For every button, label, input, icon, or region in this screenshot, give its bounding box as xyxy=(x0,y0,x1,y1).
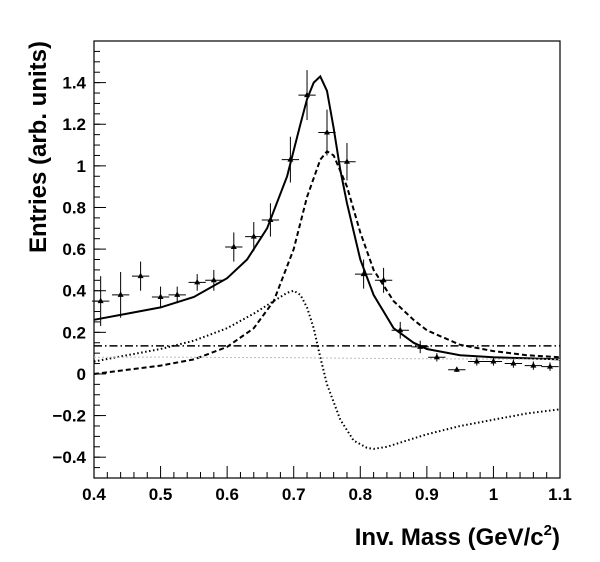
data-point xyxy=(504,359,523,368)
point-marker xyxy=(194,278,201,285)
x-tick-label: 0.4 xyxy=(82,485,106,504)
point-marker xyxy=(360,270,367,277)
point-marker xyxy=(397,326,404,333)
data-point xyxy=(318,109,336,156)
point-marker xyxy=(137,272,144,279)
data-point xyxy=(448,366,466,372)
point-marker xyxy=(97,297,104,304)
y-tick-label: −0.2 xyxy=(52,407,86,426)
point-marker xyxy=(210,276,217,283)
point-marker xyxy=(380,276,387,283)
plot-frame xyxy=(93,40,561,479)
point-marker xyxy=(343,158,350,164)
curve-faint xyxy=(93,356,561,360)
data-point xyxy=(298,70,316,121)
data-point xyxy=(261,203,280,237)
x-tick-label: 0.6 xyxy=(215,485,239,504)
data-point xyxy=(111,271,130,318)
curve-solid xyxy=(93,74,561,361)
data-point xyxy=(411,340,429,354)
data-point xyxy=(374,267,393,293)
x-tick-label: 0.7 xyxy=(282,485,306,504)
data-points xyxy=(92,70,559,372)
data-point xyxy=(354,259,373,289)
y-axis: −0.4 −0.2 0 0.2 0.4 0.6 0.8 1 1.2 1.4 xyxy=(52,50,106,479)
y-tick-label: 0.2 xyxy=(62,323,86,342)
y-axis-title: Entries (arb. units) xyxy=(25,41,52,253)
point-marker xyxy=(117,291,124,297)
point-marker xyxy=(453,366,460,372)
y-tick-label: 0 xyxy=(77,365,86,384)
y-tick-label: 0.6 xyxy=(62,240,86,259)
point-marker xyxy=(230,243,237,250)
data-point xyxy=(205,269,223,291)
point-marker xyxy=(250,233,257,239)
point-marker xyxy=(433,353,440,360)
point-marker xyxy=(267,216,274,222)
data-point xyxy=(168,286,186,304)
point-marker xyxy=(510,360,517,366)
x-tick-label: 0.9 xyxy=(415,485,439,504)
point-marker xyxy=(490,357,497,364)
y-tick-label: 0.8 xyxy=(62,198,86,217)
x-tick-label: 0.5 xyxy=(149,485,173,504)
y-tick-label: 1.2 xyxy=(62,115,86,134)
x-tick-label: 1.1 xyxy=(548,485,572,504)
y-tick-label: 1.4 xyxy=(62,74,86,93)
data-point xyxy=(338,142,356,181)
data-point xyxy=(92,276,110,327)
data-point xyxy=(468,357,486,366)
x-axis: 0.4 0.5 0.6 0.7 0.8 0.9 1 1.1 xyxy=(82,466,572,504)
y-tick-label: −0.4 xyxy=(52,448,86,467)
point-marker xyxy=(530,362,537,368)
x-tick-label: 1 xyxy=(489,485,498,504)
point-marker xyxy=(547,363,554,369)
data-point xyxy=(541,362,559,371)
curve-dashed xyxy=(93,149,561,375)
data-point xyxy=(524,361,543,370)
x-tick-label: 0.8 xyxy=(348,485,372,504)
data-point xyxy=(188,274,206,291)
data-point xyxy=(391,321,409,339)
y-tick-label: 0.4 xyxy=(62,282,86,301)
curve-dotted xyxy=(93,289,561,450)
x-axis-title: Inv. Mass (GeV/c2) xyxy=(355,522,560,551)
data-point xyxy=(151,286,170,308)
y-tick-label: 1 xyxy=(77,157,86,176)
point-marker xyxy=(287,156,294,162)
curves xyxy=(93,74,561,450)
data-point xyxy=(281,136,300,183)
data-point xyxy=(131,261,150,291)
data-point xyxy=(428,353,446,362)
point-marker xyxy=(157,293,164,299)
point-marker xyxy=(417,343,424,349)
data-point xyxy=(225,232,243,262)
data-point xyxy=(484,357,503,366)
point-marker xyxy=(324,129,330,135)
point-marker xyxy=(174,291,181,297)
point-marker xyxy=(473,357,480,364)
point-marker xyxy=(304,91,311,98)
data-point xyxy=(245,222,263,252)
